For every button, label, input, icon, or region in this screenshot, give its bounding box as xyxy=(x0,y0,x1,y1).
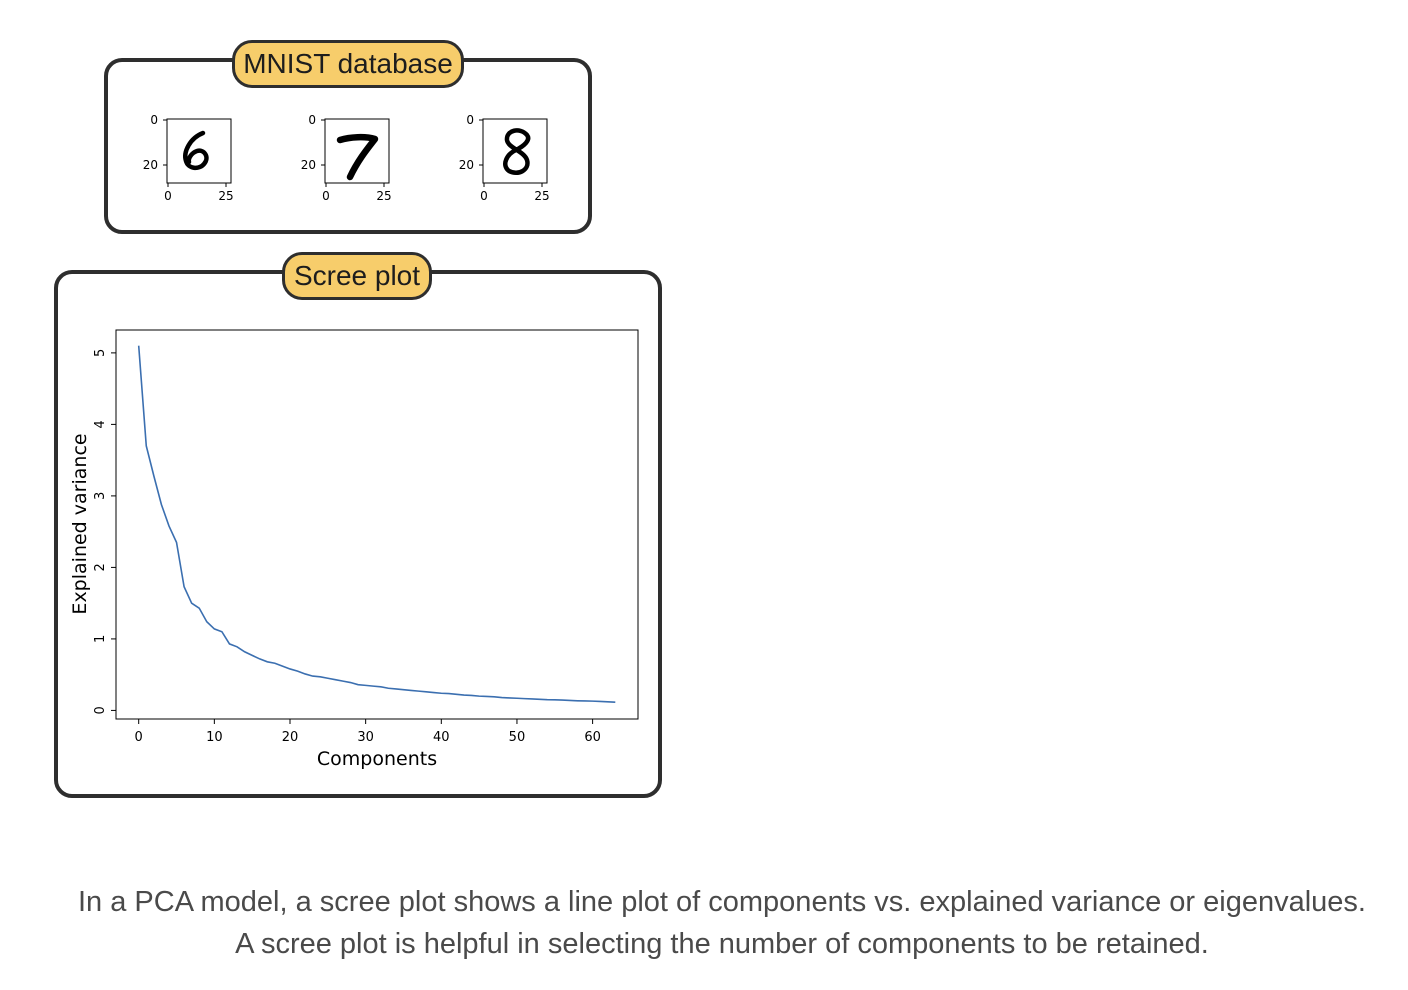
y-tick-label-4: 4 xyxy=(93,420,108,428)
y-tick-label-0: 0 xyxy=(93,706,108,714)
y-tick-label-3: 3 xyxy=(93,492,108,500)
x-tick-label-60: 60 xyxy=(584,730,601,745)
caption-line-2: A scree plot is helpful in selecting the… xyxy=(0,928,1408,961)
plot-area-frame xyxy=(116,330,638,719)
y-axis-label: Explained variance xyxy=(69,433,91,614)
caption-line-1: In a PCA model, a scree plot shows a lin… xyxy=(0,886,1408,919)
y-tick-label-1: 1 xyxy=(93,635,108,643)
x-tick-label-20: 20 xyxy=(282,730,299,745)
x-tick-label-50: 50 xyxy=(509,730,526,745)
x-tick-label-0: 0 xyxy=(135,730,143,745)
y-axis-ticks: 0 1 2 3 4 5 xyxy=(93,349,116,715)
x-tick-label-40: 40 xyxy=(433,730,450,745)
series-line-explained-variance xyxy=(139,346,616,702)
y-tick-label-2: 2 xyxy=(93,563,108,571)
x-axis-ticks: 0 10 20 30 40 50 60 xyxy=(135,719,601,745)
x-tick-label-30: 30 xyxy=(357,730,374,745)
y-tick-label-5: 5 xyxy=(93,349,108,357)
x-tick-label-10: 10 xyxy=(206,730,223,745)
x-axis-label: Components xyxy=(317,748,437,770)
